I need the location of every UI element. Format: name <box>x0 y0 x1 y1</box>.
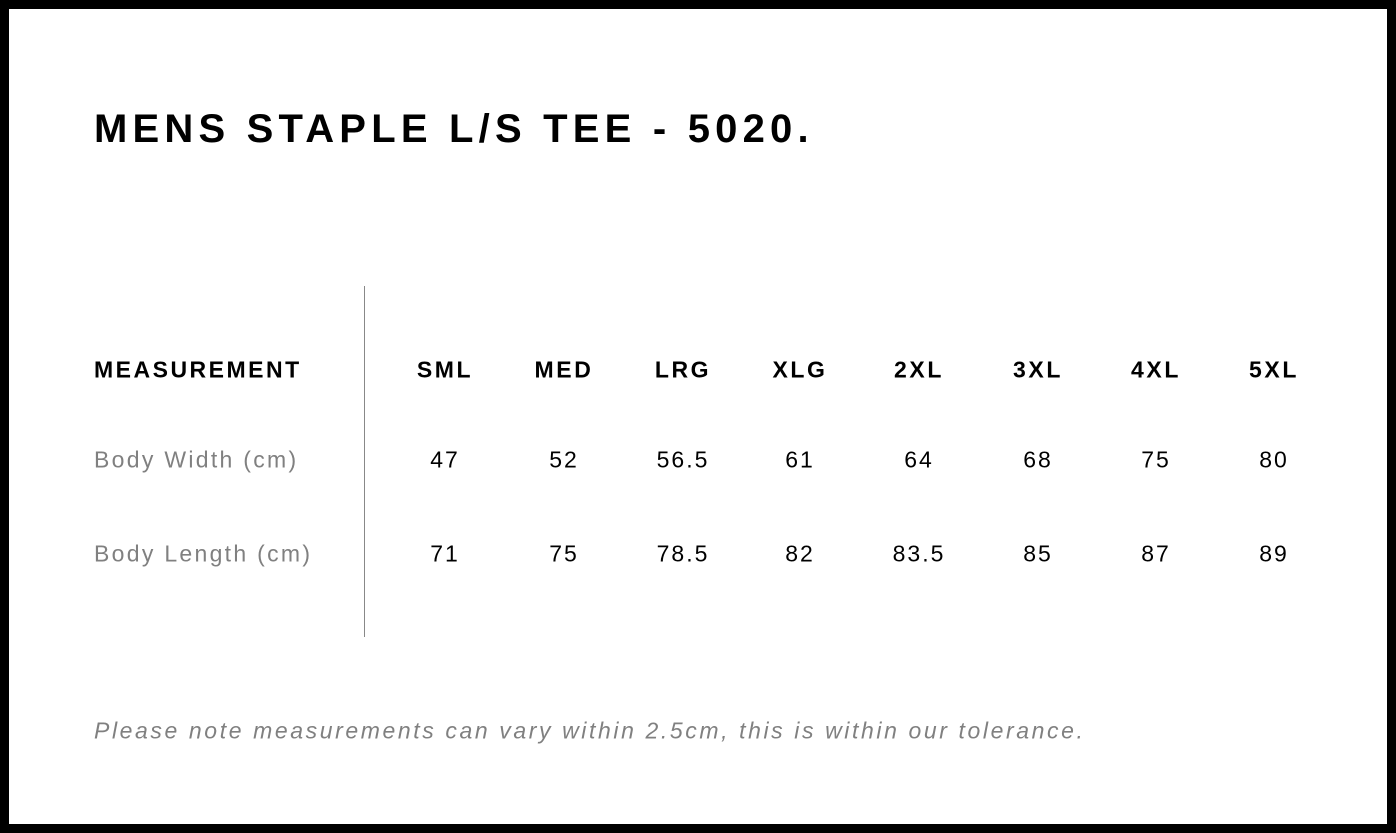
size-header: MED <box>534 356 594 383</box>
table-cell: 85 <box>1023 540 1053 567</box>
size-chart-card: MENS STAPLE L/S TEE - 5020. MEASUREMENT S… <box>9 9 1387 824</box>
size-header: SML <box>416 356 474 383</box>
size-header: 2XL <box>894 356 944 383</box>
size-header: 5XL <box>1249 356 1299 383</box>
table-cell: 87 <box>1141 540 1171 567</box>
tolerance-note: Please note measurements can vary within… <box>94 717 1086 744</box>
table-cell: 75 <box>1141 446 1171 473</box>
table-cell: 82 <box>785 540 815 567</box>
table-cell: 52 <box>549 446 579 473</box>
size-header: 4XL <box>1131 356 1181 383</box>
size-header: LRG <box>654 356 712 383</box>
table-cell: 64 <box>904 446 934 473</box>
table-cell: 80 <box>1259 446 1289 473</box>
page-title: MENS STAPLE L/S TEE - 5020. <box>94 107 814 151</box>
size-header: XLG <box>772 356 828 383</box>
table-cell: 71 <box>430 540 460 567</box>
table-header-label: MEASUREMENT <box>94 356 302 383</box>
table-cell: 47 <box>430 446 460 473</box>
table-cell: 78.5 <box>656 540 710 567</box>
table-cell: 83.5 <box>892 540 946 567</box>
column-divider <box>364 286 365 637</box>
row-label: Body Length (cm) <box>94 540 313 567</box>
table-cell: 75 <box>549 540 579 567</box>
table-cell: 89 <box>1259 540 1289 567</box>
size-header: 3XL <box>1013 356 1063 383</box>
table-cell: 56.5 <box>656 446 710 473</box>
table-cell: 68 <box>1023 446 1053 473</box>
table-cell: 61 <box>785 446 815 473</box>
row-label: Body Width (cm) <box>94 446 299 473</box>
